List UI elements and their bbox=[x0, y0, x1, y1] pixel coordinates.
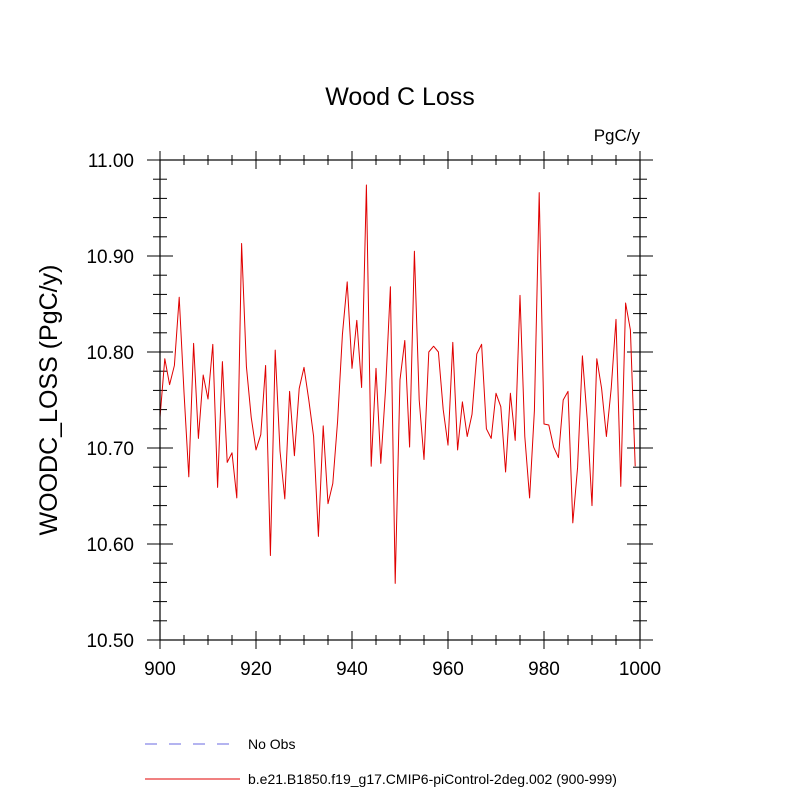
y-tick-labels: 10.50 10.60 10.70 10.80 10.90 11.00 bbox=[86, 151, 134, 652]
units-label: PgC/y bbox=[594, 126, 641, 145]
x-tick-label: 980 bbox=[528, 659, 560, 680]
legend: No Obs b.e21.B1850.f19_g17.CMIP6-piContr… bbox=[145, 736, 617, 787]
y-tick-label: 11.00 bbox=[88, 151, 134, 172]
series-lines bbox=[159, 184, 636, 584]
y-tick-label: 10.70 bbox=[86, 439, 134, 460]
axis-ticks bbox=[147, 151, 653, 649]
x-tick-label: 1000 bbox=[619, 659, 661, 680]
x-tick-label: 960 bbox=[432, 659, 464, 680]
plot-frame bbox=[159, 159, 641, 641]
x-tick-label: 900 bbox=[144, 659, 176, 680]
series-line bbox=[159, 184, 636, 584]
y-tick-label: 10.90 bbox=[86, 247, 134, 268]
y-tick-label: 10.50 bbox=[86, 631, 134, 652]
legend-label-model: b.e21.B1850.f19_g17.CMIP6-piControl-2deg… bbox=[248, 771, 617, 787]
x-tick-label: 940 bbox=[336, 659, 368, 680]
x-tick-label: 920 bbox=[240, 659, 272, 680]
chart-title: Wood C Loss bbox=[325, 83, 475, 111]
y-tick-label: 10.80 bbox=[86, 343, 134, 364]
legend-label-no-obs: No Obs bbox=[248, 736, 295, 752]
y-tick-label: 10.60 bbox=[86, 535, 134, 556]
x-tick-labels: 900 920 940 960 980 1000 bbox=[144, 659, 661, 680]
y-axis-label: WOODC_LOSS (PgC/y) bbox=[35, 265, 63, 536]
